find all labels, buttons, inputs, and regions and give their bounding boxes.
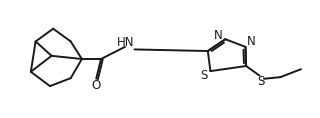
Text: HN: HN: [116, 36, 134, 49]
Text: N: N: [214, 29, 223, 42]
Text: N: N: [247, 35, 256, 48]
Text: O: O: [91, 79, 100, 92]
Text: S: S: [257, 75, 264, 88]
Text: S: S: [200, 69, 208, 82]
